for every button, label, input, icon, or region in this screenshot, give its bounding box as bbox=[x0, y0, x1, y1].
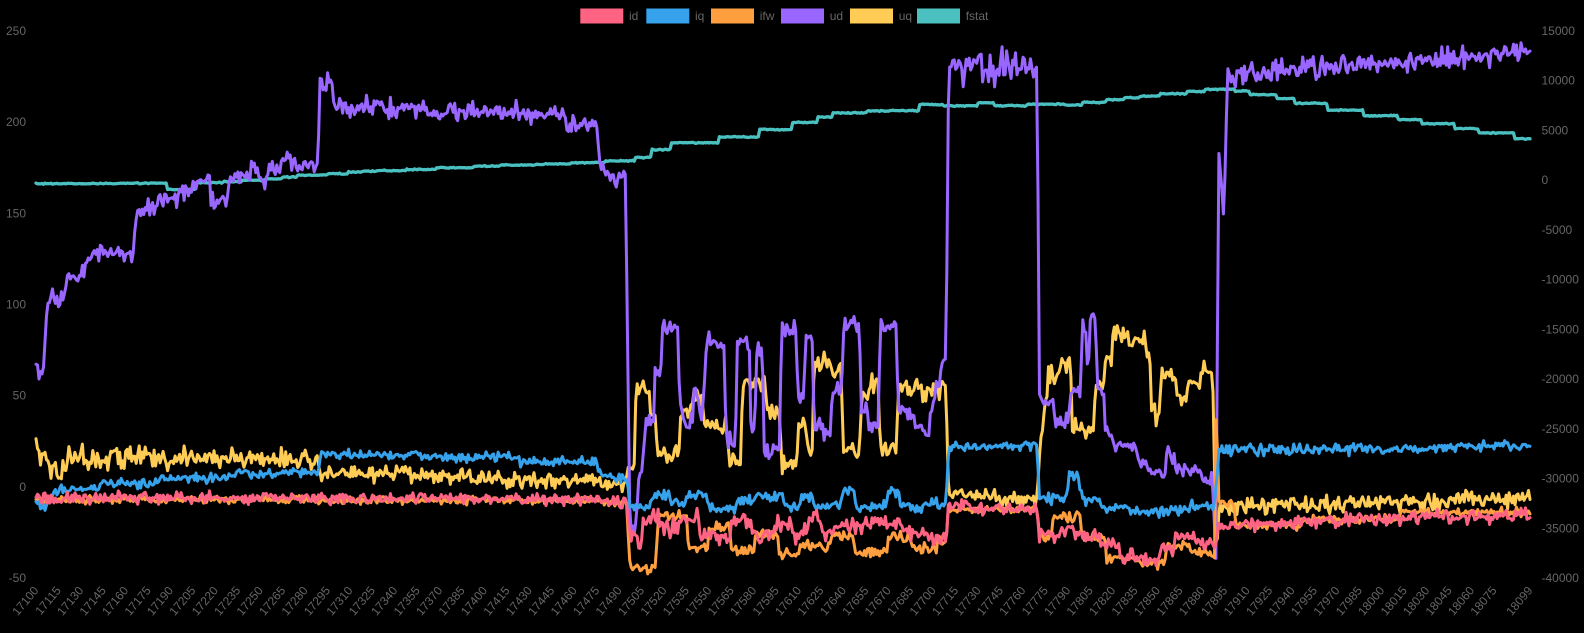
svg-text:id: id bbox=[629, 9, 638, 23]
svg-text:-15000: -15000 bbox=[1542, 322, 1580, 336]
svg-text:15000: 15000 bbox=[1542, 24, 1576, 38]
svg-text:200: 200 bbox=[6, 115, 26, 129]
svg-text:50: 50 bbox=[13, 389, 27, 403]
svg-text:18099: 18099 bbox=[1503, 583, 1535, 618]
svg-text:fstat: fstat bbox=[966, 9, 989, 23]
svg-text:10000: 10000 bbox=[1542, 74, 1576, 88]
svg-text:250: 250 bbox=[6, 24, 26, 38]
svg-text:ud: ud bbox=[830, 9, 843, 23]
svg-text:-25000: -25000 bbox=[1542, 422, 1580, 436]
svg-text:-5000: -5000 bbox=[1542, 223, 1573, 237]
svg-text:-50: -50 bbox=[9, 571, 27, 585]
svg-text:iq: iq bbox=[695, 9, 704, 23]
svg-text:0: 0 bbox=[19, 480, 26, 494]
svg-text:-20000: -20000 bbox=[1542, 372, 1580, 386]
svg-text:uq: uq bbox=[899, 9, 912, 23]
svg-text:ifw: ifw bbox=[760, 9, 775, 23]
svg-text:-10000: -10000 bbox=[1542, 273, 1580, 287]
svg-text:100: 100 bbox=[6, 298, 26, 312]
svg-text:-30000: -30000 bbox=[1542, 472, 1580, 486]
svg-text:0: 0 bbox=[1542, 173, 1549, 187]
svg-text:-40000: -40000 bbox=[1542, 571, 1580, 585]
svg-text:5000: 5000 bbox=[1542, 123, 1569, 137]
svg-text:-35000: -35000 bbox=[1542, 521, 1580, 535]
svg-text:150: 150 bbox=[6, 206, 26, 220]
